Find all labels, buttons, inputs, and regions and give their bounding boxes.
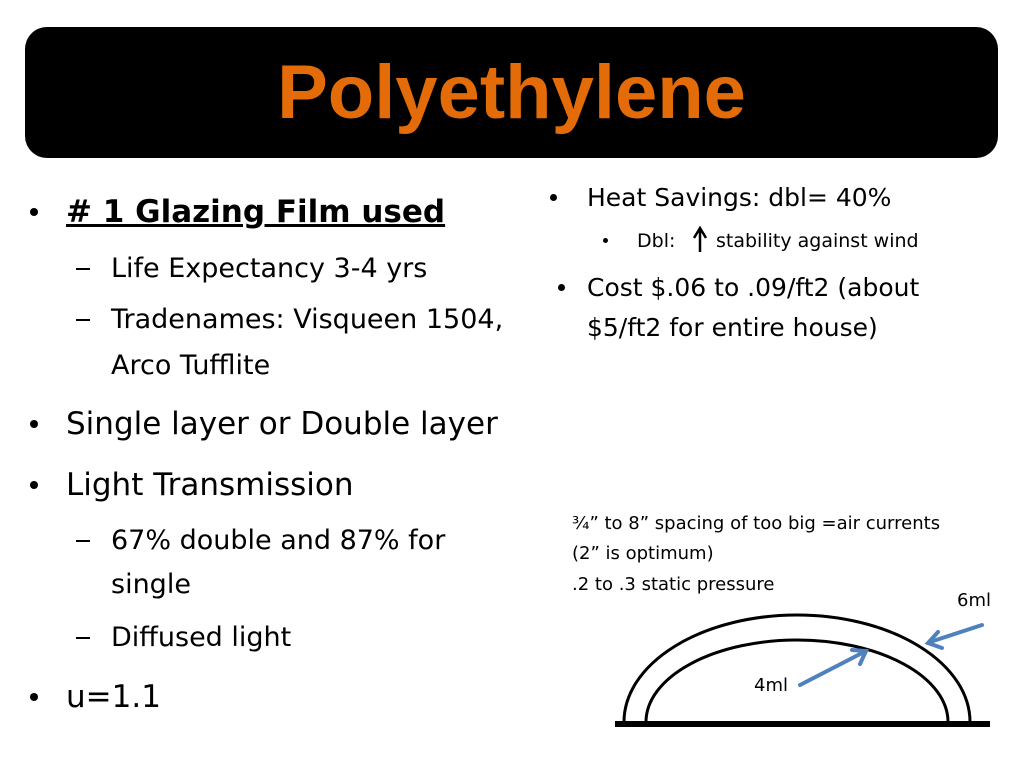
sub-bullet-text: Diffused light [111,622,292,653]
title-bar [25,27,998,158]
diagram-note: .2 to .3 static pressure [572,574,775,595]
dash [76,540,90,542]
diagram-note: ¾” to 8” spacing of too big =air current… [572,513,941,534]
bullet [558,284,565,291]
bullet-text: Heat Savings: dbl= 40% [587,183,892,212]
bullet-text: u=1.1 [66,679,161,715]
dash [76,268,90,270]
slide-title: Polyethylene [277,50,746,135]
bullet-text: Cost $.06 to .09/ft2 (about $5/ft2 for e… [587,273,920,342]
inner-film [644,638,950,723]
bullet [30,693,38,701]
sub-bullet-text: Tradenames: Visqueen 1504, Arco Tufflite [111,304,504,381]
bullet [550,194,557,201]
bullet [30,420,38,428]
diagram-label: 6ml [957,590,991,611]
outer-film [622,613,972,723]
dash [76,319,90,321]
bullet-text: # 1 Glazing Film used [66,194,446,230]
diagram-note: (2” is optimum) [572,543,714,564]
bullet [30,481,38,489]
sub-bullet-text: stability against wind [716,230,919,252]
bullet-text: Single layer or Double layer [66,406,498,442]
bullet-text: Light Transmission [66,467,354,503]
up-arrow [692,225,708,252]
dash [76,637,90,639]
arrow [798,648,870,687]
sub-bullet-text: 67% double and 87% for single [111,525,446,600]
sub-bullet-text: Dbl: [637,230,676,252]
bullet [603,238,608,243]
arrow [924,623,984,650]
sub-bullet-text: Life Expectancy 3-4 yrs [111,253,428,284]
bullet [30,208,38,216]
diagram-label: 4ml [754,675,788,696]
